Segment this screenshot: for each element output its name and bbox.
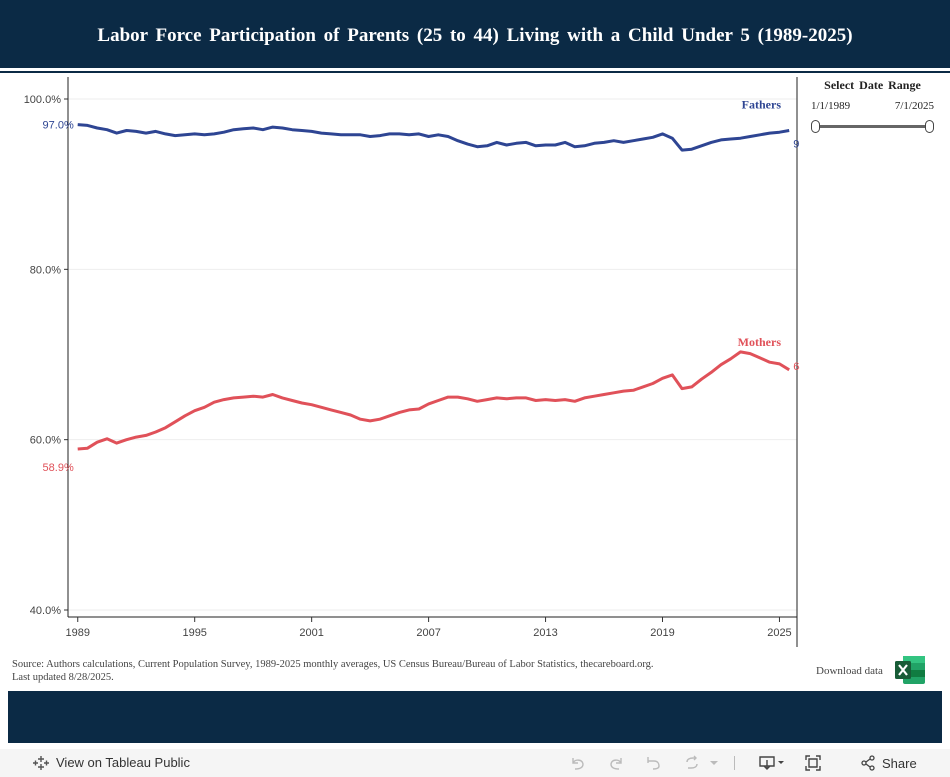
download-icon xyxy=(759,756,784,770)
excel-icon[interactable] xyxy=(894,655,926,685)
source-note: Source: Authors calculations, Current Po… xyxy=(12,658,772,684)
source-text: Source: Authors calculations, Current Po… xyxy=(12,659,654,670)
fullscreen-button[interactable] xyxy=(801,751,825,775)
download-data-link[interactable]: Download data xyxy=(816,665,883,677)
x-tick-label: 2019 xyxy=(650,627,674,639)
date-range-start: 1/1/1989 xyxy=(811,100,851,112)
redo-button[interactable] xyxy=(604,751,628,775)
x-tick-label: 2013 xyxy=(533,627,557,639)
redo-icon xyxy=(610,758,622,770)
y-tick-label: 40.0% xyxy=(30,605,61,617)
revert-button[interactable] xyxy=(642,751,666,775)
refresh-button[interactable] xyxy=(680,751,704,775)
share-icon xyxy=(861,755,875,771)
chart-area: 40.0% 60.0% 80.0% 100.0% 1989 1995 2001 2007 201… xyxy=(0,72,800,652)
slider-handle-end[interactable] xyxy=(925,120,934,133)
series-name-label: Mothers xyxy=(738,335,782,349)
refresh-dropdown-button[interactable] xyxy=(708,751,720,775)
toolbar-divider xyxy=(734,756,735,770)
tableau-toolbar: View on Tableau Public Share xyxy=(0,749,950,777)
slider-handle-start[interactable] xyxy=(811,120,820,133)
series-line-mothers xyxy=(77,350,790,451)
view-on-tableau-button[interactable]: View on Tableau Public xyxy=(32,749,190,777)
x-tick-label: 2025 xyxy=(767,627,791,639)
end-value-label: 68.2% xyxy=(793,361,800,373)
x-tick-label: 1995 xyxy=(182,627,206,639)
view-on-tableau-label: View on Tableau Public xyxy=(56,755,190,770)
fullscreen-icon xyxy=(805,755,821,771)
y-tick-label: 100.0% xyxy=(24,94,62,106)
last-updated: Last updated 8/28/2025. xyxy=(12,672,114,683)
start-value-label: 58.9% xyxy=(43,462,74,474)
undo-button[interactable] xyxy=(566,751,590,775)
x-tick-label: 2007 xyxy=(416,627,440,639)
x-tick-label: 2001 xyxy=(299,627,323,639)
date-range-slider[interactable] xyxy=(818,125,930,128)
footer-band xyxy=(8,691,942,743)
share-label: Share xyxy=(882,755,917,771)
line-chart: 40.0% 60.0% 80.0% 100.0% 1989 1995 2001 2007 201… xyxy=(24,77,800,647)
y-tick-label: 80.0% xyxy=(30,264,61,276)
series-name-label: Fathers xyxy=(742,98,782,112)
dropdown-icon xyxy=(710,761,718,765)
share-button[interactable]: Share xyxy=(860,749,917,777)
start-value-label: 97.0% xyxy=(43,120,74,132)
tableau-icon xyxy=(33,756,49,770)
refresh-icon xyxy=(686,755,698,769)
toolbar-actions xyxy=(566,749,839,777)
end-value-label: 96.3% xyxy=(793,139,800,151)
y-tick-label: 60.0% xyxy=(30,435,61,447)
date-range-panel: Select Date Range 1/1/1989 7/1/2025 xyxy=(800,72,950,650)
date-range-title: Select Date Range xyxy=(824,78,921,92)
x-tick-label: 1989 xyxy=(66,627,90,639)
page-title: Labor Force Participation of Parents (25… xyxy=(97,25,853,46)
revert-icon xyxy=(647,757,660,770)
download-button[interactable] xyxy=(757,751,787,775)
series-line-fathers xyxy=(77,123,790,152)
undo-icon xyxy=(572,758,584,770)
header-bar: Labor Force Participation of Parents (25… xyxy=(0,0,950,71)
date-range-end: 7/1/2025 xyxy=(894,100,934,112)
